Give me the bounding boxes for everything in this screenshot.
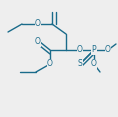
Text: O: O [105,46,111,55]
Text: O: O [35,20,41,29]
Text: O: O [35,38,41,46]
Text: O: O [77,46,83,55]
Text: O: O [91,60,97,68]
Text: O: O [35,38,41,46]
Text: O: O [77,46,83,55]
Text: O: O [91,60,97,68]
Text: S: S [78,60,82,68]
Text: P: P [92,46,96,55]
Text: O: O [35,20,41,29]
Text: P: P [92,46,96,55]
Text: O: O [47,60,53,68]
Text: O: O [105,46,111,55]
Text: O: O [47,60,53,68]
Text: S: S [78,60,82,68]
